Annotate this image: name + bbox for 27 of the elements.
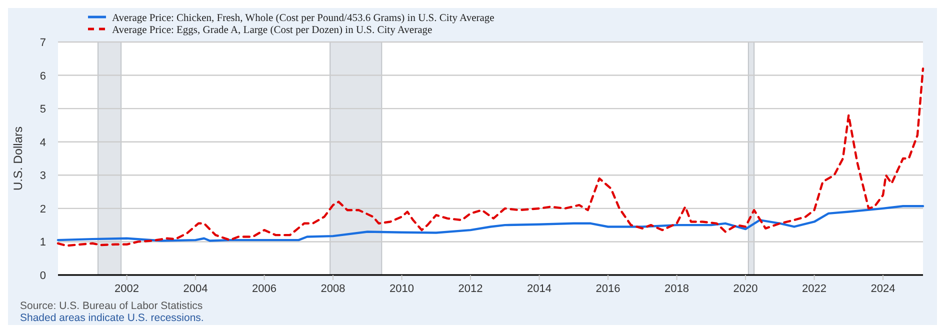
y-tick-label: 5 — [40, 104, 46, 116]
y-tick-label: 4 — [40, 136, 46, 149]
y-tick-label: 2 — [40, 203, 46, 216]
x-tick-label: 2008 — [320, 283, 346, 295]
x-tick-label: 2004 — [183, 283, 208, 295]
y-tick-label: 7 — [40, 37, 46, 49]
x-tick-label: 2018 — [664, 283, 690, 295]
x-tick-label: 2020 — [733, 283, 758, 295]
line-series — [56, 68, 924, 247]
y-tick-label: 1 — [40, 236, 46, 249]
y-tick-label: 0 — [40, 270, 46, 282]
y-tick-label: 3 — [40, 170, 46, 182]
x-tick-label: 2006 — [252, 283, 277, 295]
legend-label: Average Price: Eggs, Grade A, Large (Cost per Dozen) in U.S. City Average — [112, 25, 432, 36]
x-tick-label: 2002 — [114, 283, 140, 295]
x-tick-label: 2012 — [458, 283, 483, 295]
x-tick-label: 2010 — [390, 283, 414, 295]
legend-label: Average Price: Chicken, Fresh, Whole (Cost per Pound/453.6 Grams) in U.S. City Average — [112, 13, 495, 24]
x-tick-label: 2014 — [527, 283, 552, 295]
x-tick-label: 2016 — [596, 283, 620, 295]
y-tick-label: 6 — [40, 70, 46, 82]
y-axis-title: U.S. Dollars — [11, 126, 25, 191]
line-series — [56, 205, 924, 242]
text: Shaded areas indicate U.S. recessions. — [20, 312, 204, 324]
x-tick-label: 2022 — [802, 283, 827, 295]
source-note: Source: U.S. Bureau of Labor Statistics — [20, 300, 203, 312]
x-tick-label: 2024 — [870, 283, 896, 295]
